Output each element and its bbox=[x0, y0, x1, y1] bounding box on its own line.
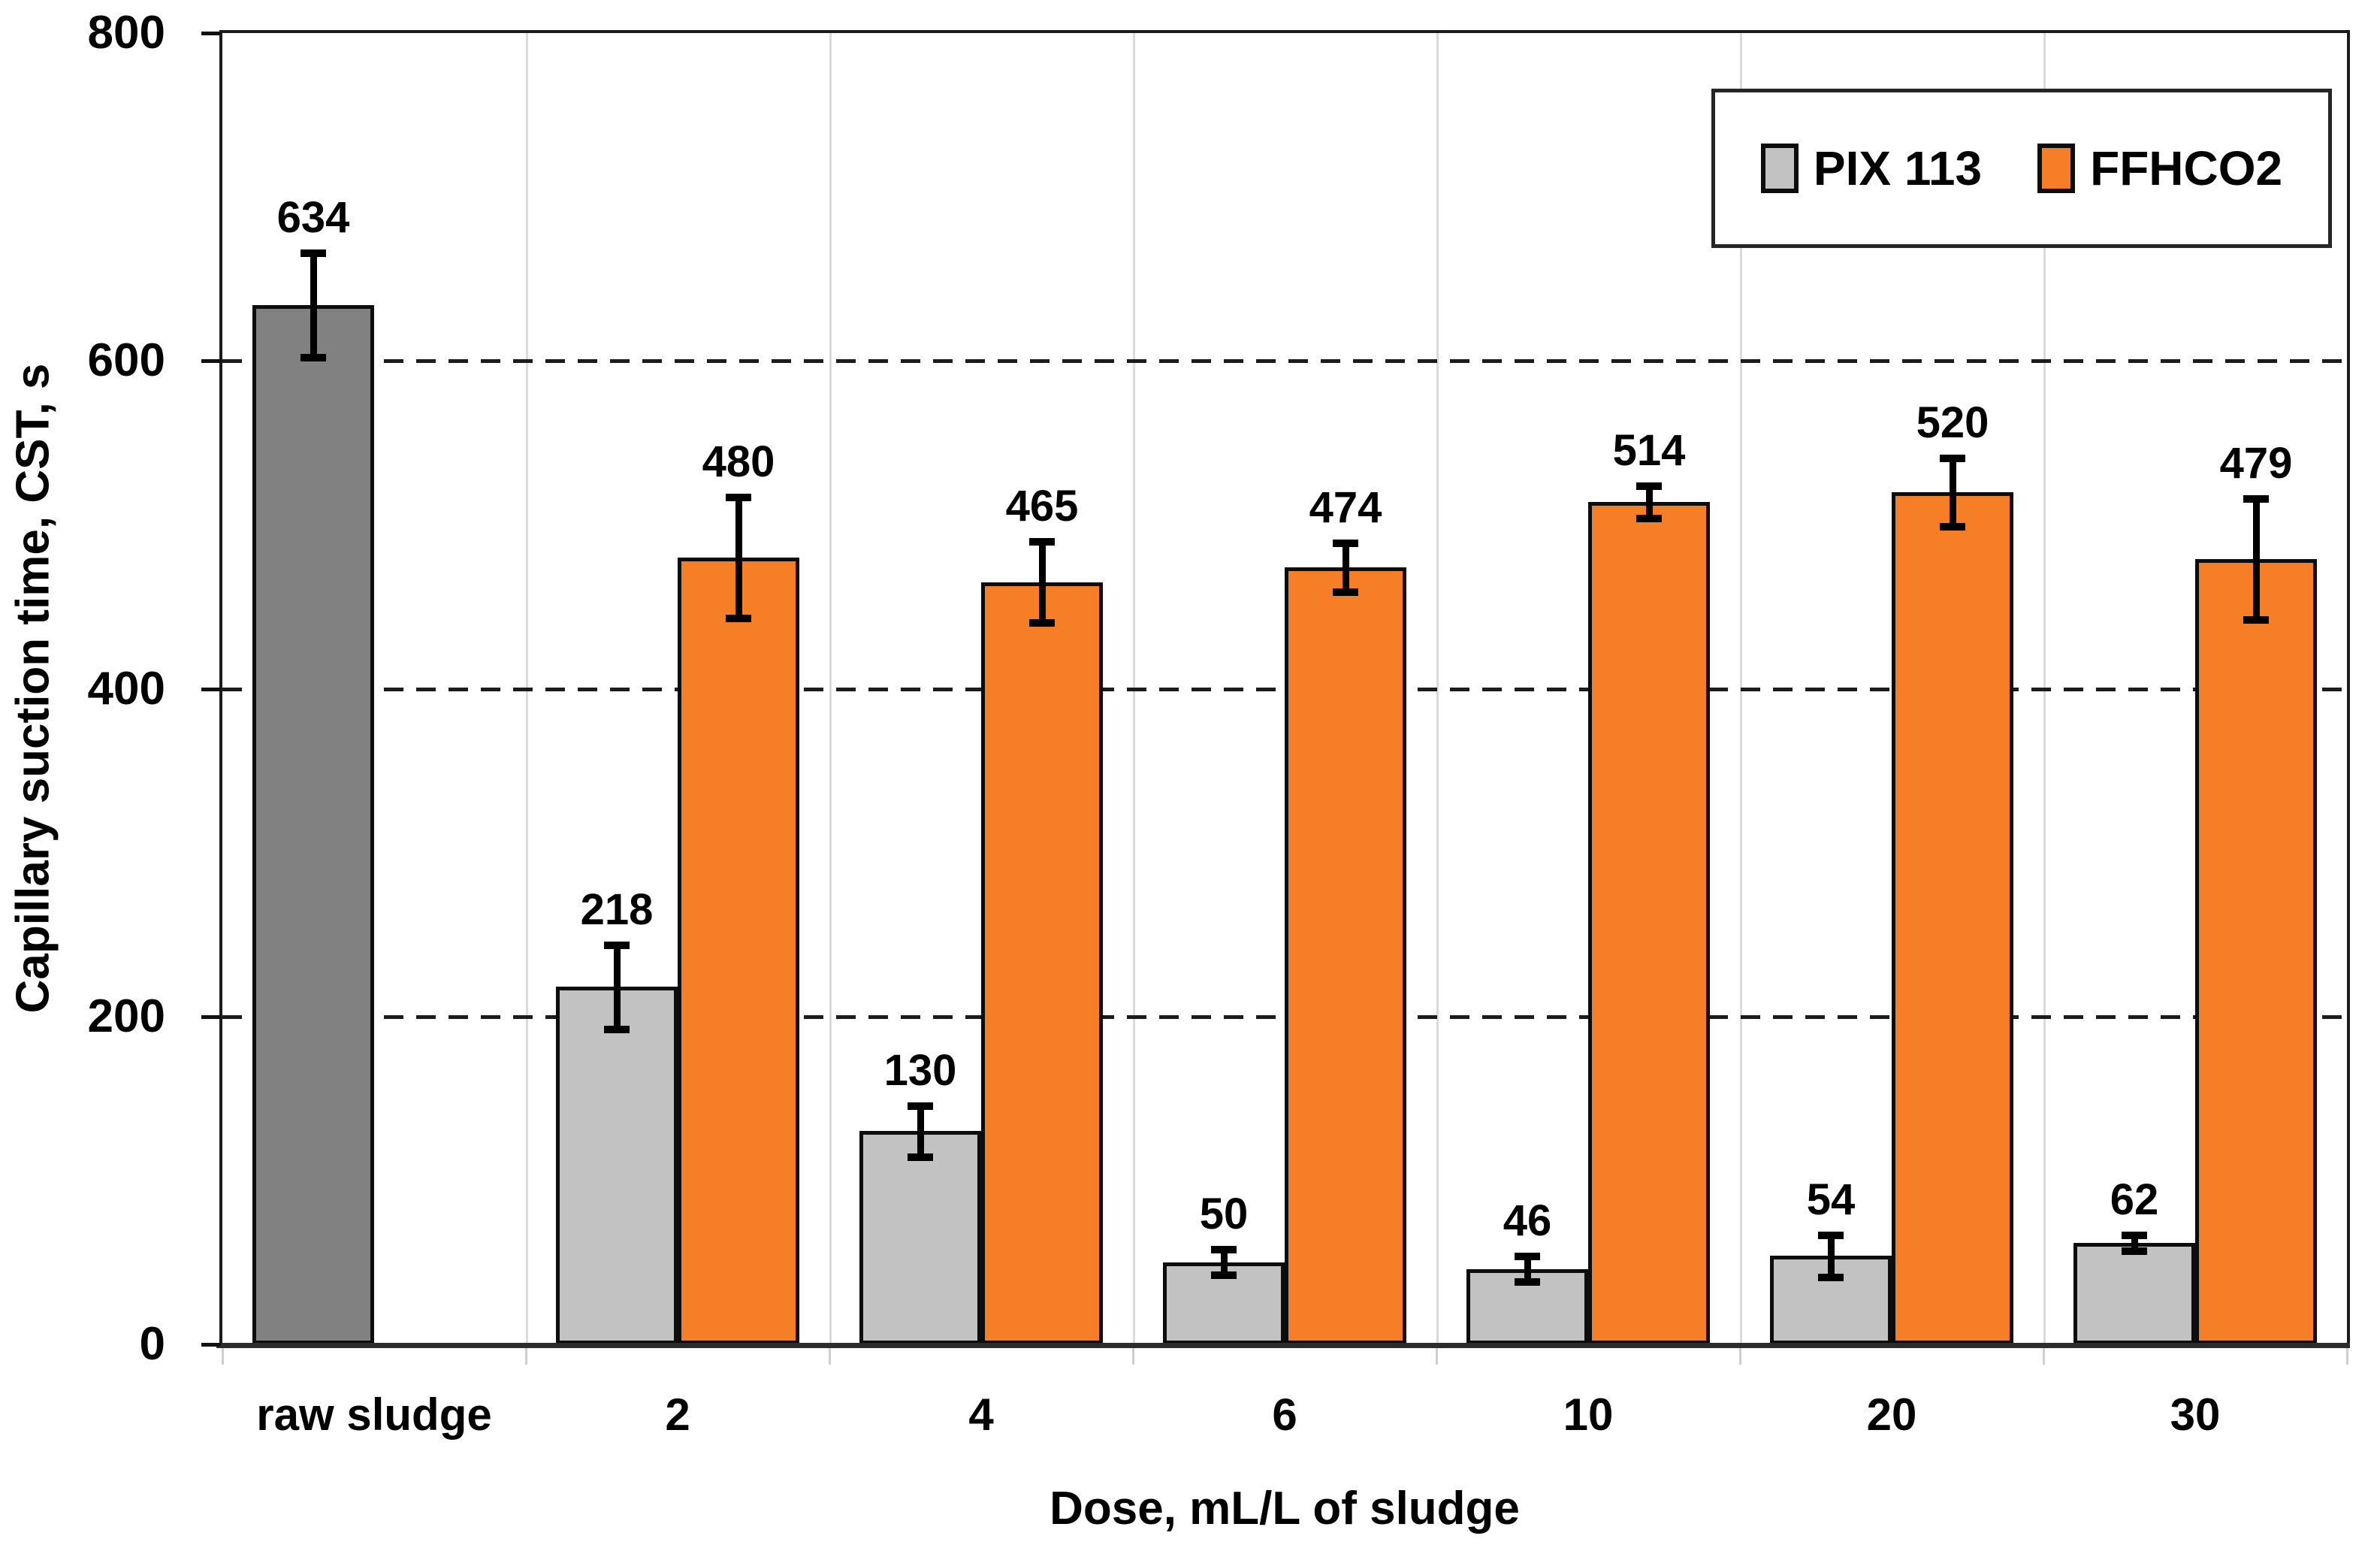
error-bar-line bbox=[613, 944, 621, 1030]
error-bar-line bbox=[1645, 485, 1653, 519]
error-bar-cap-bottom bbox=[604, 1026, 630, 1034]
error-bar-cap-bottom bbox=[726, 614, 751, 622]
error-bar-cap-bottom bbox=[1029, 619, 1055, 627]
x-axis-tick bbox=[222, 1348, 224, 1365]
y-tick-label: 400 bbox=[87, 662, 165, 715]
bar-ffhco2 bbox=[1285, 567, 1406, 1344]
error-bar-cap-top bbox=[908, 1102, 933, 1110]
legend-swatch-icon bbox=[1760, 144, 1799, 193]
legend-label: FFHCO2 bbox=[2090, 141, 2283, 195]
error-bar-cap-bottom bbox=[1636, 514, 1662, 522]
error-bar-line bbox=[310, 252, 317, 358]
bar-value-label: 50 bbox=[1199, 1190, 1249, 1239]
bar-ffhco2 bbox=[1588, 501, 1710, 1344]
error-bar-cap-bottom bbox=[1333, 588, 1358, 596]
bar-pix-113 bbox=[2073, 1242, 2195, 1344]
bar-value-label: 218 bbox=[580, 884, 654, 934]
error-bar-line bbox=[1342, 543, 1349, 592]
x-tick-label: raw sludge bbox=[256, 1389, 492, 1440]
error-bar-cap-bottom bbox=[1818, 1273, 1844, 1281]
legend-item: PIX 113 bbox=[1760, 141, 1983, 195]
y-axis-tick bbox=[201, 32, 221, 35]
bar-ffhco2 bbox=[678, 558, 799, 1344]
error-bar-cap-bottom bbox=[2122, 1247, 2147, 1255]
y-tick-label: 800 bbox=[87, 7, 165, 59]
error-bar-line bbox=[735, 497, 742, 618]
y-tick-label: 200 bbox=[87, 990, 165, 1042]
bar-raw-sludge bbox=[252, 305, 374, 1344]
error-bar-cap-top bbox=[1818, 1231, 1844, 1239]
bar-ffhco2 bbox=[2195, 559, 2317, 1344]
legend-item: FFHCO2 bbox=[2037, 144, 2282, 193]
legend: PIX 113 FFHCO2 bbox=[1711, 89, 2332, 248]
error-bar-cap-top bbox=[1211, 1246, 1237, 1254]
bar-value-label: 130 bbox=[883, 1045, 957, 1095]
error-bar-cap-bottom bbox=[1211, 1271, 1237, 1280]
error-bar-line bbox=[2252, 498, 2260, 620]
error-bar-cap-bottom bbox=[301, 353, 326, 361]
x-axis-tick bbox=[1739, 1348, 1741, 1365]
error-bar-line bbox=[2131, 1234, 2138, 1251]
error-bar-line bbox=[1827, 1234, 1835, 1277]
x-tick-label: 2 bbox=[665, 1389, 690, 1440]
error-bar-cap-bottom bbox=[1940, 522, 1965, 531]
x-axis-tick bbox=[2346, 1348, 2348, 1365]
error-bar-line bbox=[1524, 1256, 1531, 1283]
x-tick-label: 4 bbox=[968, 1389, 994, 1440]
error-bar-line bbox=[1038, 541, 1046, 624]
plot-area: 634 218 130 50 46 54 62 480 465 474 514 520 479 bbox=[219, 30, 2350, 1344]
error-bar-line bbox=[917, 1105, 924, 1158]
legend-label: PIX 113 bbox=[1813, 141, 1983, 195]
bar-value-label: 634 bbox=[276, 193, 350, 243]
error-bar-line bbox=[1220, 1249, 1228, 1276]
error-bar-cap-bottom bbox=[908, 1153, 933, 1162]
y-tick-label: 0 bbox=[139, 1318, 165, 1370]
error-bar-cap-top bbox=[2243, 495, 2269, 503]
x-axis-tick bbox=[1436, 1348, 1438, 1365]
error-bar-cap-top bbox=[301, 249, 326, 258]
bar-ffhco2 bbox=[981, 582, 1103, 1344]
bar-value-label: 54 bbox=[1806, 1175, 1856, 1224]
bar-value-label: 474 bbox=[1309, 483, 1382, 533]
bar-pix-113 bbox=[556, 987, 678, 1344]
x-axis-title: Dose, mL/L of sludge bbox=[1050, 1483, 1520, 1534]
x-axis-tick bbox=[1132, 1348, 1134, 1365]
error-bar-cap-bottom bbox=[1515, 1278, 1540, 1286]
x-tick-label: 6 bbox=[1272, 1389, 1297, 1440]
error-bar-cap-top bbox=[1029, 538, 1055, 546]
y-axis-tick bbox=[201, 687, 221, 691]
y-axis-tick bbox=[201, 1343, 221, 1347]
x-tick-label: 30 bbox=[2170, 1389, 2221, 1440]
gridline-horizontal-dashed bbox=[222, 359, 2347, 364]
x-axis-line bbox=[216, 1343, 2350, 1348]
x-axis-tick bbox=[829, 1348, 831, 1365]
error-bar-cap-bottom bbox=[2243, 615, 2269, 624]
y-axis-tick bbox=[201, 359, 221, 364]
error-bar-cap-top bbox=[1333, 540, 1358, 548]
x-tick-label: 10 bbox=[1563, 1389, 1614, 1440]
error-bar-line bbox=[1949, 457, 1956, 527]
bar-value-label: 520 bbox=[1916, 398, 1989, 447]
bar-value-label: 514 bbox=[1612, 426, 1686, 476]
error-bar-cap-top bbox=[604, 941, 630, 949]
bar-value-label: 479 bbox=[2219, 439, 2293, 488]
error-bar-cap-top bbox=[726, 494, 751, 502]
x-tick-label: 20 bbox=[1866, 1389, 1917, 1440]
bar-value-label: 62 bbox=[2110, 1175, 2159, 1224]
x-axis-tick bbox=[525, 1348, 527, 1365]
y-axis-tick bbox=[201, 1014, 221, 1019]
bar-value-label: 480 bbox=[702, 437, 775, 487]
bar-value-label: 465 bbox=[1005, 482, 1079, 531]
bar-ffhco2 bbox=[1892, 491, 2013, 1344]
error-bar-cap-top bbox=[2122, 1231, 2147, 1239]
y-tick-label: 600 bbox=[87, 334, 165, 387]
bar-pix-113 bbox=[859, 1131, 981, 1344]
error-bar-cap-top bbox=[1940, 454, 1965, 462]
error-bar-cap-top bbox=[1636, 482, 1662, 491]
legend-swatch-icon bbox=[2037, 144, 2076, 193]
x-axis-tick bbox=[2043, 1348, 2045, 1365]
bar-value-label: 46 bbox=[1503, 1196, 1552, 1246]
error-bar-cap-top bbox=[1515, 1253, 1540, 1261]
